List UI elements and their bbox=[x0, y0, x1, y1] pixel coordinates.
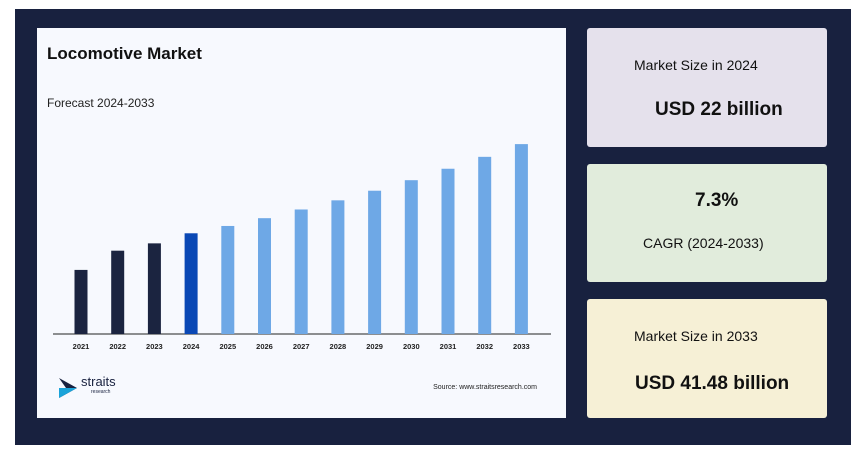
market-size-2024-value: USD 22 billion bbox=[655, 99, 783, 120]
logo-subtext: research bbox=[91, 389, 111, 395]
x-tick-label: 2026 bbox=[256, 342, 273, 351]
x-tick-label: 2028 bbox=[330, 342, 347, 351]
source-note: Source: www.straitsresearch.com bbox=[433, 384, 537, 391]
x-tick-label: 2025 bbox=[219, 342, 236, 351]
bar-2027 bbox=[294, 209, 308, 334]
bar-2026 bbox=[258, 218, 271, 334]
x-tick-label: 2024 bbox=[183, 342, 201, 351]
x-tick-label: 2030 bbox=[403, 342, 420, 351]
chart-subtitle: Forecast 2024-2033 bbox=[47, 96, 155, 110]
bar-chart: 2021 2022 2023 2024 2025 2026 2027 2028 2029 2030… bbox=[53, 144, 551, 351]
bar-2025 bbox=[221, 225, 235, 334]
chart-title: Locomotive Market bbox=[47, 44, 202, 63]
bar-2022 bbox=[111, 250, 125, 334]
chart-panel: 2021 2022 2023 2024 2025 2026 2027 2028 2029 2030… bbox=[37, 28, 566, 418]
cagr-label: CAGR (2024-2033) bbox=[643, 235, 764, 251]
bar-2030 bbox=[404, 180, 418, 334]
bar-2033 bbox=[514, 144, 528, 334]
market-size-2024-card: Market Size in 2024 USD 22 billion bbox=[587, 28, 827, 147]
bar-2024 bbox=[184, 233, 198, 334]
straits-logo: straits research bbox=[57, 374, 127, 402]
x-tick-label: 2032 bbox=[476, 342, 493, 351]
x-tick-label: 2023 bbox=[146, 342, 163, 351]
cagr-card: 7.3% CAGR (2024-2033) bbox=[587, 164, 827, 282]
bar-2032 bbox=[478, 156, 492, 334]
market-size-2033-label: Market Size in 2033 bbox=[634, 328, 758, 344]
x-tick-label: 2027 bbox=[293, 342, 310, 351]
bar-2029 bbox=[368, 190, 382, 334]
bar-2031 bbox=[441, 168, 455, 334]
logo-arrow-icon bbox=[59, 378, 77, 398]
bar-2021 bbox=[74, 269, 88, 334]
cagr-value: 7.3% bbox=[695, 190, 739, 211]
market-size-2033-card: Market Size in 2033 USD 41.48 billion bbox=[587, 299, 827, 418]
bar-2028 bbox=[331, 200, 345, 334]
bar-2023 bbox=[147, 243, 161, 334]
x-tick-label: 2022 bbox=[109, 342, 126, 351]
x-tick-label: 2021 bbox=[73, 342, 90, 351]
x-tick-label: 2029 bbox=[366, 342, 383, 351]
x-tick-label: 2031 bbox=[440, 342, 457, 351]
market-size-2033-value: USD 41.48 billion bbox=[635, 373, 790, 394]
x-tick-label: 2033 bbox=[513, 342, 530, 351]
logo-wordmark: straits bbox=[81, 374, 116, 389]
market-size-2024-label: Market Size in 2024 bbox=[634, 57, 758, 73]
